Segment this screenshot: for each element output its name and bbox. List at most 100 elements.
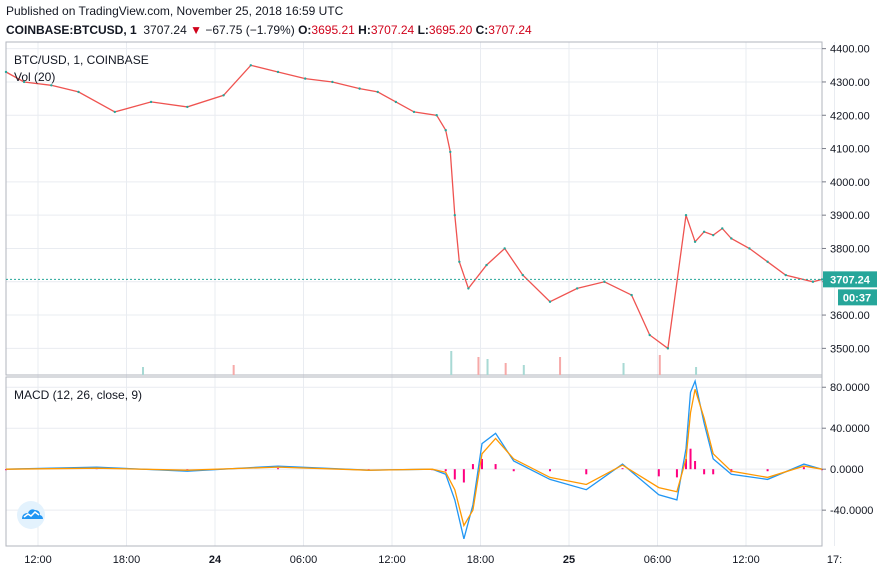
macd-histogram-bar: [549, 469, 551, 472]
price-point: [4, 70, 8, 74]
macd-histogram-bar: [471, 464, 474, 470]
volume-bar: [477, 357, 480, 375]
macd-histogram-bar: [585, 469, 588, 475]
low-label: L:: [417, 23, 429, 37]
price-point: [666, 347, 670, 350]
down-arrow-icon: ▼: [190, 23, 202, 37]
time-tick-label: 24: [209, 554, 222, 566]
price-point: [603, 280, 606, 283]
last-price: 3707.24: [143, 23, 187, 37]
price-tick-label: 3600.00: [830, 310, 870, 322]
macd-histogram-bar: [802, 467, 805, 470]
price-point: [467, 287, 470, 290]
macd-histogram-bar: [675, 469, 678, 478]
macd-histogram-bar: [277, 468, 279, 470]
price-point: [276, 70, 280, 74]
price-point: [449, 150, 452, 154]
price-point: [748, 247, 751, 250]
price-point: [249, 64, 252, 67]
price-point: [693, 240, 697, 243]
volume-bar: [232, 365, 235, 375]
price-point: [22, 80, 26, 84]
volume-bar: [504, 363, 507, 375]
volume-bar: [622, 363, 625, 375]
macd-pane-label: MACD (12, 26, close, 9): [14, 388, 142, 402]
price-tick-label: 3500.00: [830, 343, 870, 355]
high-value: 3707.24: [370, 23, 415, 37]
time-tick-label: 12:00: [378, 554, 406, 566]
price-point: [149, 100, 153, 104]
macd-tick-label: 40.0000: [830, 423, 870, 435]
open-value: 3695.21: [311, 23, 355, 37]
macd-histogram-bar: [621, 468, 624, 470]
time-axis: 12:00 18:00 24 06:00 12:00 18:00 25 06:00 12:00 1…: [24, 554, 842, 566]
price-point: [648, 333, 651, 337]
price-tick-label: 4100.00: [830, 144, 870, 156]
symbol-name: COINBASE:BTCUSD, 1: [6, 23, 137, 37]
countdown-badge: 00:37: [838, 289, 877, 306]
price-point: [412, 110, 416, 114]
price-point: [186, 105, 189, 109]
macd-tick-label: 0.0000: [830, 464, 864, 476]
price-point: [712, 233, 715, 237]
volume-bar: [559, 357, 562, 375]
macd-histogram-bar: [703, 469, 706, 475]
price-point: [820, 278, 824, 281]
macd-tick-label: -40.0000: [830, 505, 873, 517]
price-point: [222, 94, 225, 97]
price-series: [4, 64, 824, 350]
price-point: [485, 263, 488, 267]
volume-bar: [658, 355, 661, 375]
price-change: −67.75 (−1.79%): [205, 23, 295, 37]
macd-histogram-bar: [512, 469, 515, 472]
volume-pane-label: Vol (20): [14, 70, 55, 84]
price-point: [458, 260, 461, 263]
price-point: [444, 129, 447, 132]
symbol-bar: COINBASE:BTCUSD, 1 3707.24 ▼ −67.75 (−1.…: [6, 23, 532, 37]
price-badge: 3707.24: [823, 271, 877, 288]
time-tick-label: 25: [563, 554, 575, 566]
price-point: [503, 247, 506, 250]
macd-histogram-bar: [453, 469, 456, 480]
high-label: H:: [358, 23, 371, 37]
price-pane-border: [5, 41, 823, 376]
price-point: [50, 84, 53, 87]
price-point: [394, 100, 398, 104]
macd-series: [5, 378, 823, 539]
price-point: [548, 300, 552, 303]
price-point: [331, 80, 334, 84]
volume-bar: [142, 367, 144, 375]
price-tick-label: 4000.00: [830, 177, 870, 189]
time-tick-label: 12:00: [24, 554, 52, 566]
volume-bar: [522, 365, 525, 375]
tradingview-cloud-icon[interactable]: [17, 501, 45, 529]
low-value: 3695.20: [428, 23, 473, 37]
price-point: [730, 237, 733, 240]
signal-line: [5, 389, 823, 528]
price-point: [376, 90, 379, 94]
price-point: [811, 280, 815, 283]
macd-histogram-bar: [689, 448, 692, 470]
time-tick-label: 18:00: [467, 554, 495, 566]
close-value: 3707.24: [488, 23, 532, 37]
price-point: [684, 213, 688, 217]
price-point: [576, 287, 579, 290]
price-point: [784, 273, 787, 277]
grid: [6, 42, 835, 546]
macd-histogram-bar: [766, 469, 769, 472]
volume-bar: [486, 359, 489, 375]
price-line: [5, 64, 823, 350]
volume-bar: [695, 367, 698, 375]
macd-histogram-bar: [5, 469, 7, 471]
price-tick-label: 4300.00: [830, 77, 870, 89]
price-pane-label: BTC/USD, 1, COINBASE: [14, 53, 149, 67]
price-point: [702, 230, 706, 234]
price-point: [304, 77, 307, 80]
macd-tick-label: 80.0000: [830, 382, 870, 394]
time-tick-label: 12:00: [732, 554, 760, 566]
price-tick-label: 3800.00: [830, 243, 870, 255]
price-point: [630, 293, 633, 297]
price-tick-label: 4400.00: [830, 44, 870, 56]
price-point: [766, 260, 769, 263]
